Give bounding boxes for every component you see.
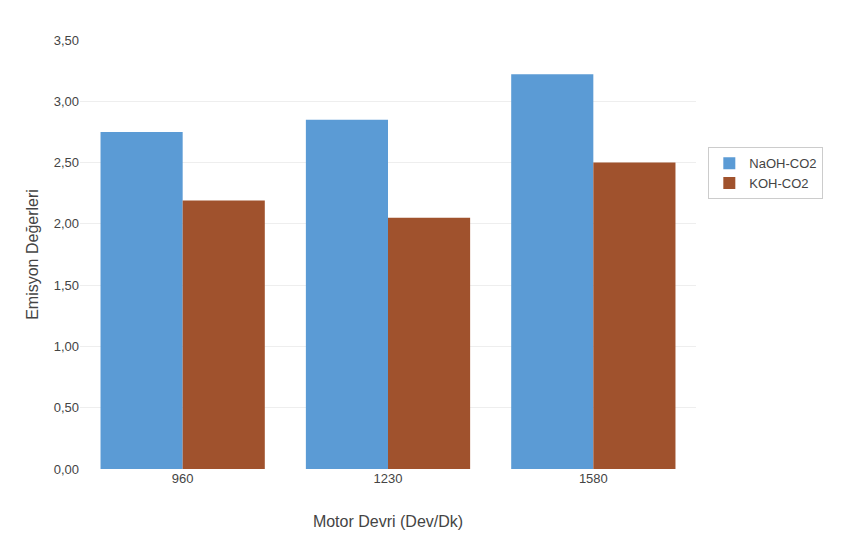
svg-text:Motor Devri (Dev/Dk): Motor Devri (Dev/Dk)	[313, 513, 463, 530]
svg-text:KOH-CO2: KOH-CO2	[749, 176, 808, 191]
svg-text:0,50: 0,50	[54, 400, 79, 415]
svg-text:1,00: 1,00	[54, 339, 79, 354]
svg-text:1,50: 1,50	[54, 278, 79, 293]
svg-text:0,00: 0,00	[54, 462, 79, 477]
svg-text:3,00: 3,00	[54, 94, 79, 109]
svg-text:1580: 1580	[579, 471, 608, 486]
svg-text:3,50: 3,50	[54, 33, 79, 48]
svg-text:960: 960	[172, 471, 194, 486]
svg-text:2,00: 2,00	[54, 216, 79, 231]
svg-text:2,50: 2,50	[54, 155, 79, 170]
svg-text:1230: 1230	[374, 471, 403, 486]
svg-text:NaOH-CO2: NaOH-CO2	[749, 156, 816, 171]
svg-text:Emisyon Değerleri: Emisyon Değerleri	[24, 189, 41, 320]
